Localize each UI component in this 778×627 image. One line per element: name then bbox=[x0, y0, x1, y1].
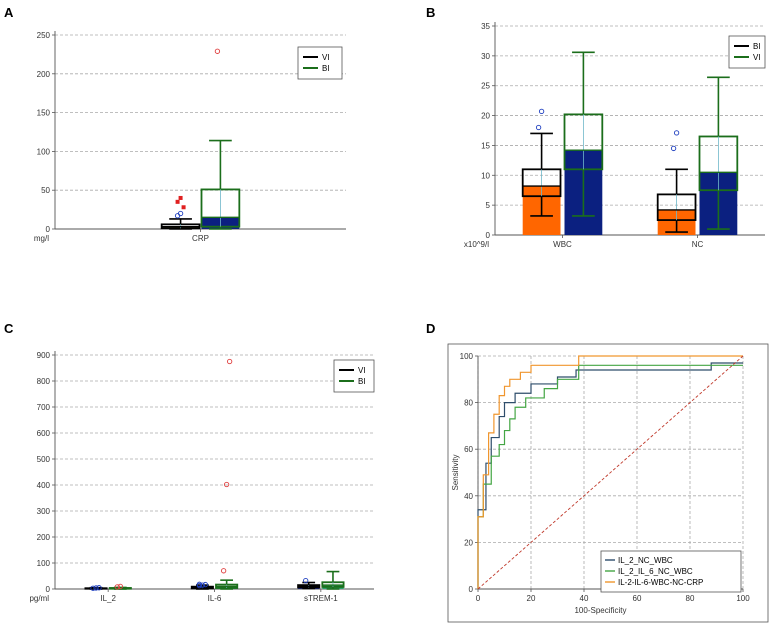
y-tick-label: 300 bbox=[37, 507, 51, 516]
legend-label: VI bbox=[358, 366, 366, 375]
y-tick-label: 10 bbox=[481, 171, 490, 180]
unit-label: mg/l bbox=[34, 234, 49, 243]
outlier-point bbox=[673, 130, 680, 136]
panel-a-chart: 0 50 100 150 200 250 mg/l CRP VI BI bbox=[34, 31, 346, 243]
outlier-point bbox=[174, 213, 181, 219]
unit-label: pg/ml bbox=[29, 594, 49, 603]
legend-label: IL_2_IL_6_NC_WBC bbox=[618, 567, 693, 576]
legend-box bbox=[600, 550, 742, 593]
y-tick-label: 40 bbox=[464, 492, 473, 501]
x-tick-label: 60 bbox=[633, 594, 642, 603]
y-tick-label: 35 bbox=[481, 22, 490, 31]
y-tick-label: 500 bbox=[37, 455, 51, 464]
legend-label: VI bbox=[322, 53, 330, 62]
panel-letter-b: B bbox=[426, 5, 435, 20]
y-tick-label: 15 bbox=[481, 141, 490, 150]
y-tick-label: 400 bbox=[37, 481, 51, 490]
x-tick-label: IL-6 bbox=[208, 594, 222, 603]
x-axis-label: 100-Specificity bbox=[574, 606, 626, 615]
legend-box bbox=[333, 359, 375, 393]
outlier-point bbox=[226, 358, 233, 365]
y-tick-label: 50 bbox=[41, 186, 50, 195]
y-tick-label: 600 bbox=[37, 429, 51, 438]
y-tick-label: 100 bbox=[460, 352, 474, 361]
y-tick-label: 100 bbox=[37, 147, 51, 156]
y-tick-label: 30 bbox=[481, 52, 490, 61]
x-tick-label: sTREM-1 bbox=[304, 594, 338, 603]
y-tick-label: 0 bbox=[486, 231, 491, 240]
legend-box bbox=[728, 35, 766, 69]
outlier-point bbox=[223, 481, 230, 488]
reference-diagonal bbox=[477, 355, 744, 590]
y-tick-label: 20 bbox=[481, 112, 490, 121]
y-tick-label: 800 bbox=[37, 377, 51, 386]
x-tick-label: CRP bbox=[192, 234, 209, 243]
y-tick-label: 20 bbox=[464, 538, 473, 547]
outlier-point bbox=[214, 48, 221, 54]
y-tick-label: 0 bbox=[469, 585, 474, 594]
outlier-point bbox=[303, 578, 309, 584]
y-tick-label: 100 bbox=[37, 559, 51, 568]
y-tick-label: 150 bbox=[37, 109, 51, 118]
legend-label: IL_2_NC_WBC bbox=[618, 556, 673, 565]
x-tick-label: WBC bbox=[553, 240, 572, 249]
x-tick-label: 40 bbox=[580, 594, 589, 603]
outlier-point bbox=[175, 199, 180, 204]
y-tick-label: 250 bbox=[37, 31, 51, 40]
y-tick-label: 25 bbox=[481, 82, 490, 91]
x-tick-label: IL_2 bbox=[100, 594, 116, 603]
legend-box bbox=[297, 46, 343, 80]
panel-d-chart: 0 20 40 60 80 100 0 20 40 60 80 100 100-Specificity S… bbox=[447, 343, 769, 623]
roc-curve bbox=[477, 362, 743, 589]
legend-label: IL-2-IL-6-WBC-NC-CRP bbox=[618, 578, 703, 587]
outlier-point bbox=[117, 583, 123, 590]
outlier-point bbox=[670, 145, 677, 152]
roc-curve bbox=[477, 355, 743, 589]
outlier-point bbox=[90, 585, 96, 591]
y-tick-label: 0 bbox=[46, 225, 51, 234]
outlier-point bbox=[114, 584, 120, 590]
y-tick-label: 200 bbox=[37, 70, 51, 79]
y-tick-label: 700 bbox=[37, 403, 51, 412]
y-tick-label: 0 bbox=[46, 585, 51, 594]
panel-c-chart: 0 100 200 300 400 500 600 700 800 900 pg/ml IL_2 IL-… bbox=[29, 351, 375, 603]
y-tick-label: 900 bbox=[37, 351, 51, 360]
roc-curve bbox=[477, 364, 743, 589]
legend-label: BI bbox=[322, 64, 330, 73]
panel-d-frame bbox=[447, 343, 769, 623]
panel-letter-a: A bbox=[4, 5, 14, 20]
legend-label: BI bbox=[358, 377, 366, 386]
y-axis-label: Sensitivity bbox=[451, 454, 460, 490]
panel-letter-d: D bbox=[426, 321, 435, 336]
x-tick-label: NC bbox=[692, 240, 704, 249]
y-tick-label: 60 bbox=[464, 445, 473, 454]
panel-b-chart: 0 5 10 15 20 25 30 35 x10^9/l WBC NC BI VI bbox=[464, 22, 766, 249]
x-tick-label: 100 bbox=[736, 594, 750, 603]
legend-label: VI bbox=[753, 53, 761, 62]
outlier-point bbox=[93, 585, 99, 591]
x-tick-label: 0 bbox=[476, 594, 481, 603]
outlier-point bbox=[181, 205, 186, 210]
unit-label: x10^9/l bbox=[464, 240, 489, 249]
y-tick-label: 80 bbox=[464, 399, 473, 408]
outlier-point bbox=[96, 585, 102, 591]
outlier-point bbox=[199, 582, 206, 588]
outlier-point bbox=[220, 568, 227, 574]
outlier-point bbox=[177, 210, 184, 217]
outlier-point bbox=[178, 195, 183, 200]
x-tick-label: 80 bbox=[686, 594, 695, 603]
y-tick-label: 5 bbox=[486, 201, 491, 210]
panel-letter-c: C bbox=[4, 321, 14, 336]
x-tick-label: 20 bbox=[527, 594, 536, 603]
outlier-point bbox=[535, 124, 542, 131]
outlier-point bbox=[538, 108, 545, 115]
outlier-point bbox=[196, 581, 203, 587]
y-tick-label: 200 bbox=[37, 533, 51, 542]
legend-label: BI bbox=[753, 42, 761, 51]
outlier-point bbox=[202, 581, 209, 588]
